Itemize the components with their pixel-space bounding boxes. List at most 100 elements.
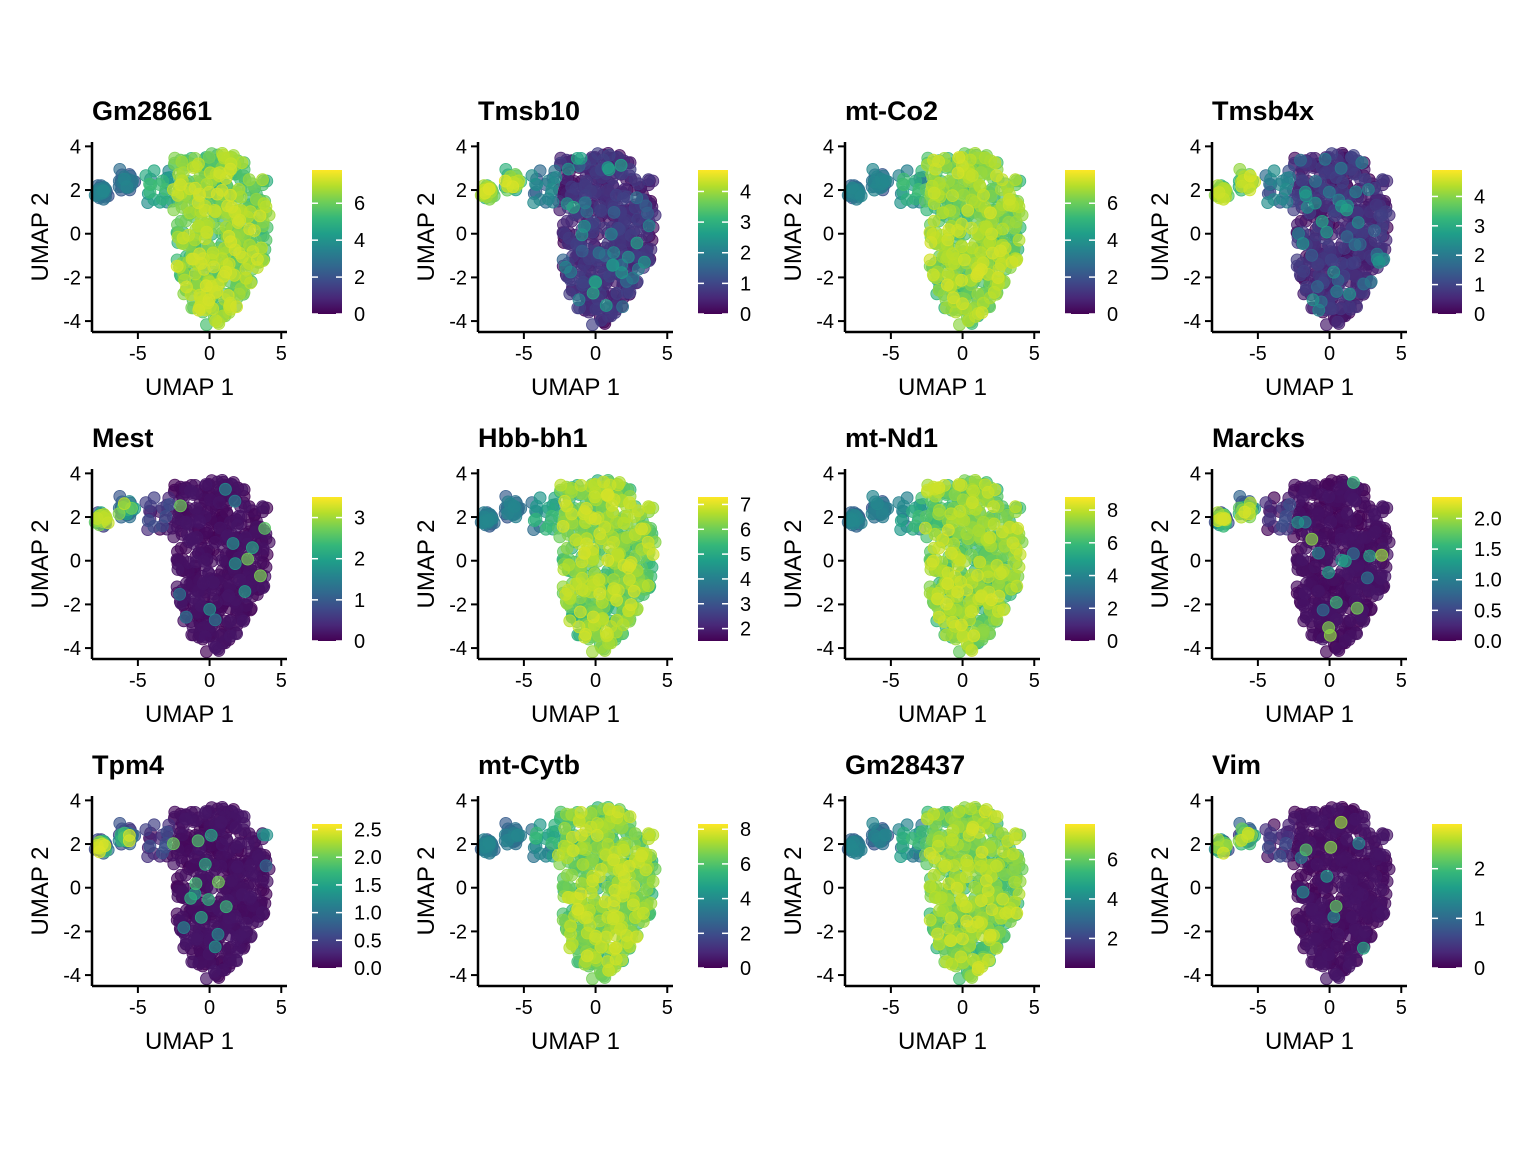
data-point (1321, 319, 1333, 331)
scatter-points (89, 474, 275, 657)
data-point (1011, 580, 1023, 592)
data-point (482, 514, 494, 526)
data-point (1331, 286, 1343, 298)
data-point (240, 532, 252, 544)
data-point (957, 630, 969, 642)
data-point (627, 272, 639, 284)
data-point (1325, 254, 1337, 266)
data-point (1213, 187, 1225, 199)
data-point (947, 190, 959, 202)
data-point (1365, 276, 1377, 288)
data-point (240, 263, 252, 275)
data-point (1344, 288, 1356, 300)
data-point (982, 571, 994, 583)
y-tick-label: -4 (816, 311, 834, 333)
data-point (601, 489, 613, 501)
data-point (1262, 197, 1274, 209)
data-point (257, 174, 269, 186)
data-point (181, 281, 193, 293)
data-point (617, 301, 629, 313)
data-point (928, 187, 940, 199)
data-point (595, 204, 607, 216)
data-point (229, 558, 241, 570)
y-tick-label: -2 (449, 267, 467, 289)
data-point (164, 499, 176, 511)
data-point (919, 522, 931, 534)
y-axis-label: UMAP 2 (413, 520, 440, 609)
data-point (631, 192, 643, 204)
data-point (225, 236, 237, 248)
data-point (954, 505, 966, 517)
data-point (587, 611, 599, 623)
data-point (994, 568, 1006, 580)
data-point (962, 204, 974, 216)
x-axis-label: UMAP 1 (145, 374, 234, 401)
data-point (242, 553, 254, 565)
data-point (194, 248, 206, 260)
data-point (593, 574, 605, 586)
data-point (1307, 294, 1319, 306)
data-point (1012, 522, 1024, 534)
data-point (1244, 184, 1256, 196)
x-axis-label: UMAP 1 (898, 701, 987, 728)
data-point (984, 207, 996, 219)
data-point (222, 200, 234, 212)
data-point (1244, 170, 1256, 182)
data-point (220, 266, 232, 278)
data-point (213, 497, 225, 509)
data-point (483, 183, 495, 195)
data-point (580, 628, 592, 640)
data-point (638, 256, 650, 268)
data-point (575, 479, 587, 491)
data-point (966, 497, 978, 509)
data-point (254, 210, 266, 222)
data-point (600, 300, 612, 312)
data-point (1321, 226, 1333, 238)
data-point (209, 536, 221, 548)
data-point (232, 217, 244, 229)
data-point (611, 594, 623, 606)
x-axis-label: UMAP 1 (531, 374, 620, 401)
x-tick-label: 0 (204, 670, 215, 692)
data-point (1319, 153, 1331, 165)
data-point (254, 570, 266, 582)
scatter-points (475, 147, 661, 330)
x-tick-label: 0 (590, 343, 601, 365)
data-point (958, 254, 970, 266)
data-point (191, 532, 203, 544)
colorbar-tick-label: 6 (1107, 193, 1118, 215)
data-point (233, 288, 245, 300)
y-tick-label: 2 (456, 507, 467, 529)
data-point (200, 479, 212, 491)
y-tick-label: -2 (816, 594, 834, 616)
colorbar-tick-label: 1 (740, 273, 751, 295)
colorbar (312, 170, 342, 314)
data-point (181, 518, 193, 530)
data-point (1349, 239, 1361, 251)
y-axis-label: UMAP 2 (413, 193, 440, 282)
data-point (1013, 234, 1025, 246)
y-tick-label: -4 (63, 311, 81, 333)
data-point (867, 163, 879, 175)
data-point (578, 220, 590, 232)
scatter-points (842, 147, 1028, 330)
data-point (608, 206, 620, 218)
data-point (956, 274, 968, 286)
data-point (643, 220, 655, 232)
colorbar-tick-label: 4 (1107, 566, 1118, 588)
data-point (546, 510, 558, 522)
scatter-points (842, 474, 1028, 657)
colorbar-tick-label: 2 (740, 619, 751, 641)
data-point (1280, 183, 1292, 195)
data-point (608, 583, 620, 595)
data-point (203, 294, 215, 306)
data-point (528, 197, 540, 209)
colorbar-tick-label: 8 (1107, 500, 1118, 522)
data-point (526, 170, 538, 182)
data-point (231, 301, 243, 313)
data-point (257, 501, 269, 513)
data-point (216, 554, 228, 566)
data-point (1352, 217, 1364, 229)
